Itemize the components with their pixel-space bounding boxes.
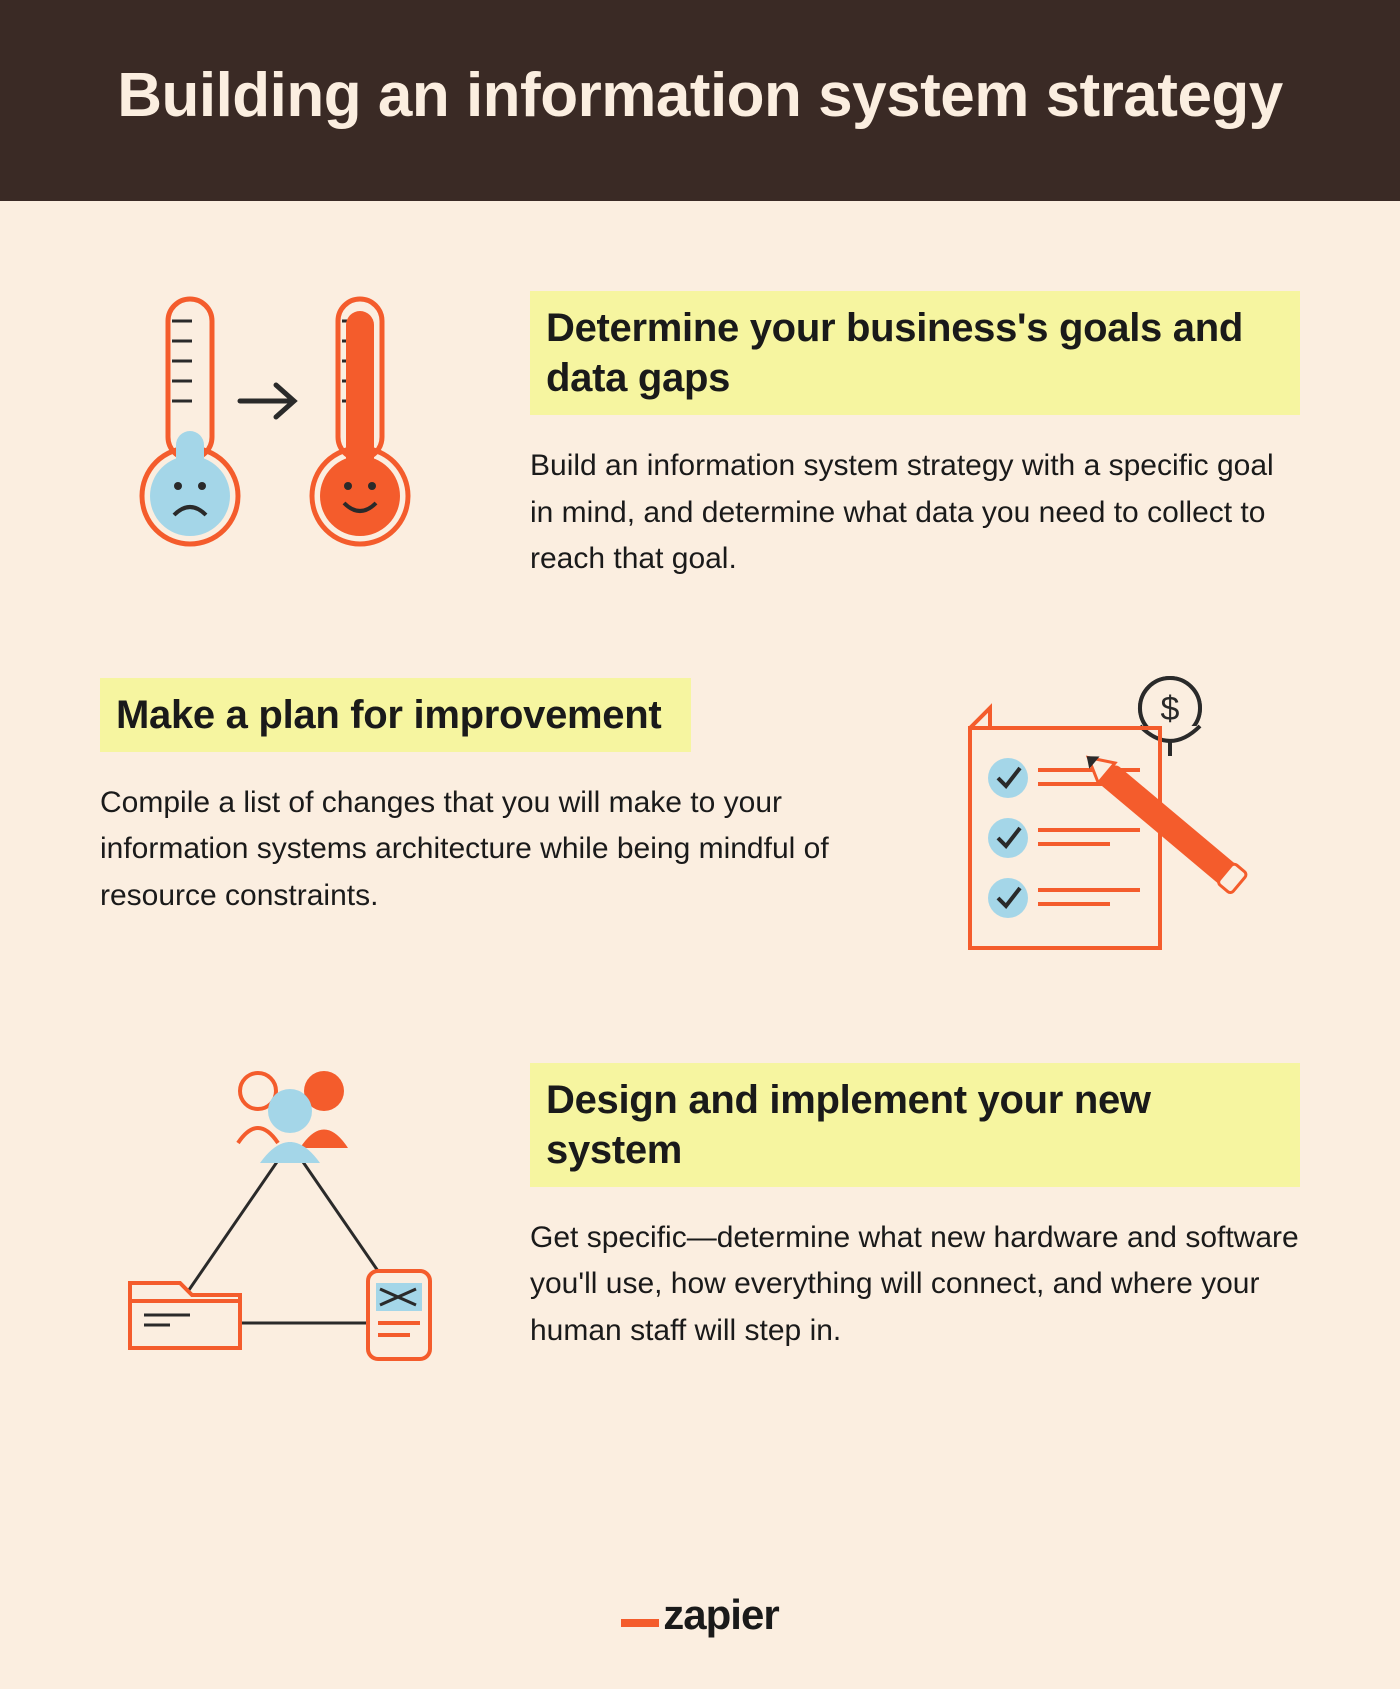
section-body: Build an information system strategy wit… bbox=[530, 443, 1300, 583]
checklist-icon: $ bbox=[920, 668, 1300, 968]
section-goals: Determine your business's goals and data… bbox=[100, 281, 1300, 583]
section-plan: $ bbox=[100, 668, 1300, 968]
section-heading: Make a plan for improvement bbox=[100, 678, 691, 752]
brand-text: zapier bbox=[663, 1591, 778, 1639]
section-text: Design and implement your new system Get… bbox=[530, 1053, 1300, 1355]
brand-logo: zapier bbox=[621, 1591, 778, 1639]
content-area: Determine your business's goals and data… bbox=[0, 201, 1400, 1571]
infographic-page: Building an information system strategy bbox=[0, 0, 1400, 1689]
section-text: Make a plan for improvement Compile a li… bbox=[100, 668, 870, 920]
section-design: Design and implement your new system Get… bbox=[100, 1053, 1300, 1363]
page-header: Building an information system strategy bbox=[0, 0, 1400, 201]
page-title: Building an information system strategy bbox=[40, 60, 1360, 131]
section-heading: Design and implement your new system bbox=[530, 1063, 1300, 1187]
section-text: Determine your business's goals and data… bbox=[530, 281, 1300, 583]
brand-underscore-icon bbox=[621, 1619, 659, 1627]
section-body: Compile a list of changes that you will … bbox=[100, 780, 870, 920]
thermometers-icon bbox=[100, 281, 480, 561]
section-heading: Determine your business's goals and data… bbox=[530, 291, 1300, 415]
section-body: Get specific—determine what new hardware… bbox=[530, 1215, 1300, 1355]
svg-text:$: $ bbox=[1161, 690, 1180, 728]
page-footer: zapier bbox=[0, 1571, 1400, 1689]
network-icon bbox=[100, 1053, 480, 1363]
